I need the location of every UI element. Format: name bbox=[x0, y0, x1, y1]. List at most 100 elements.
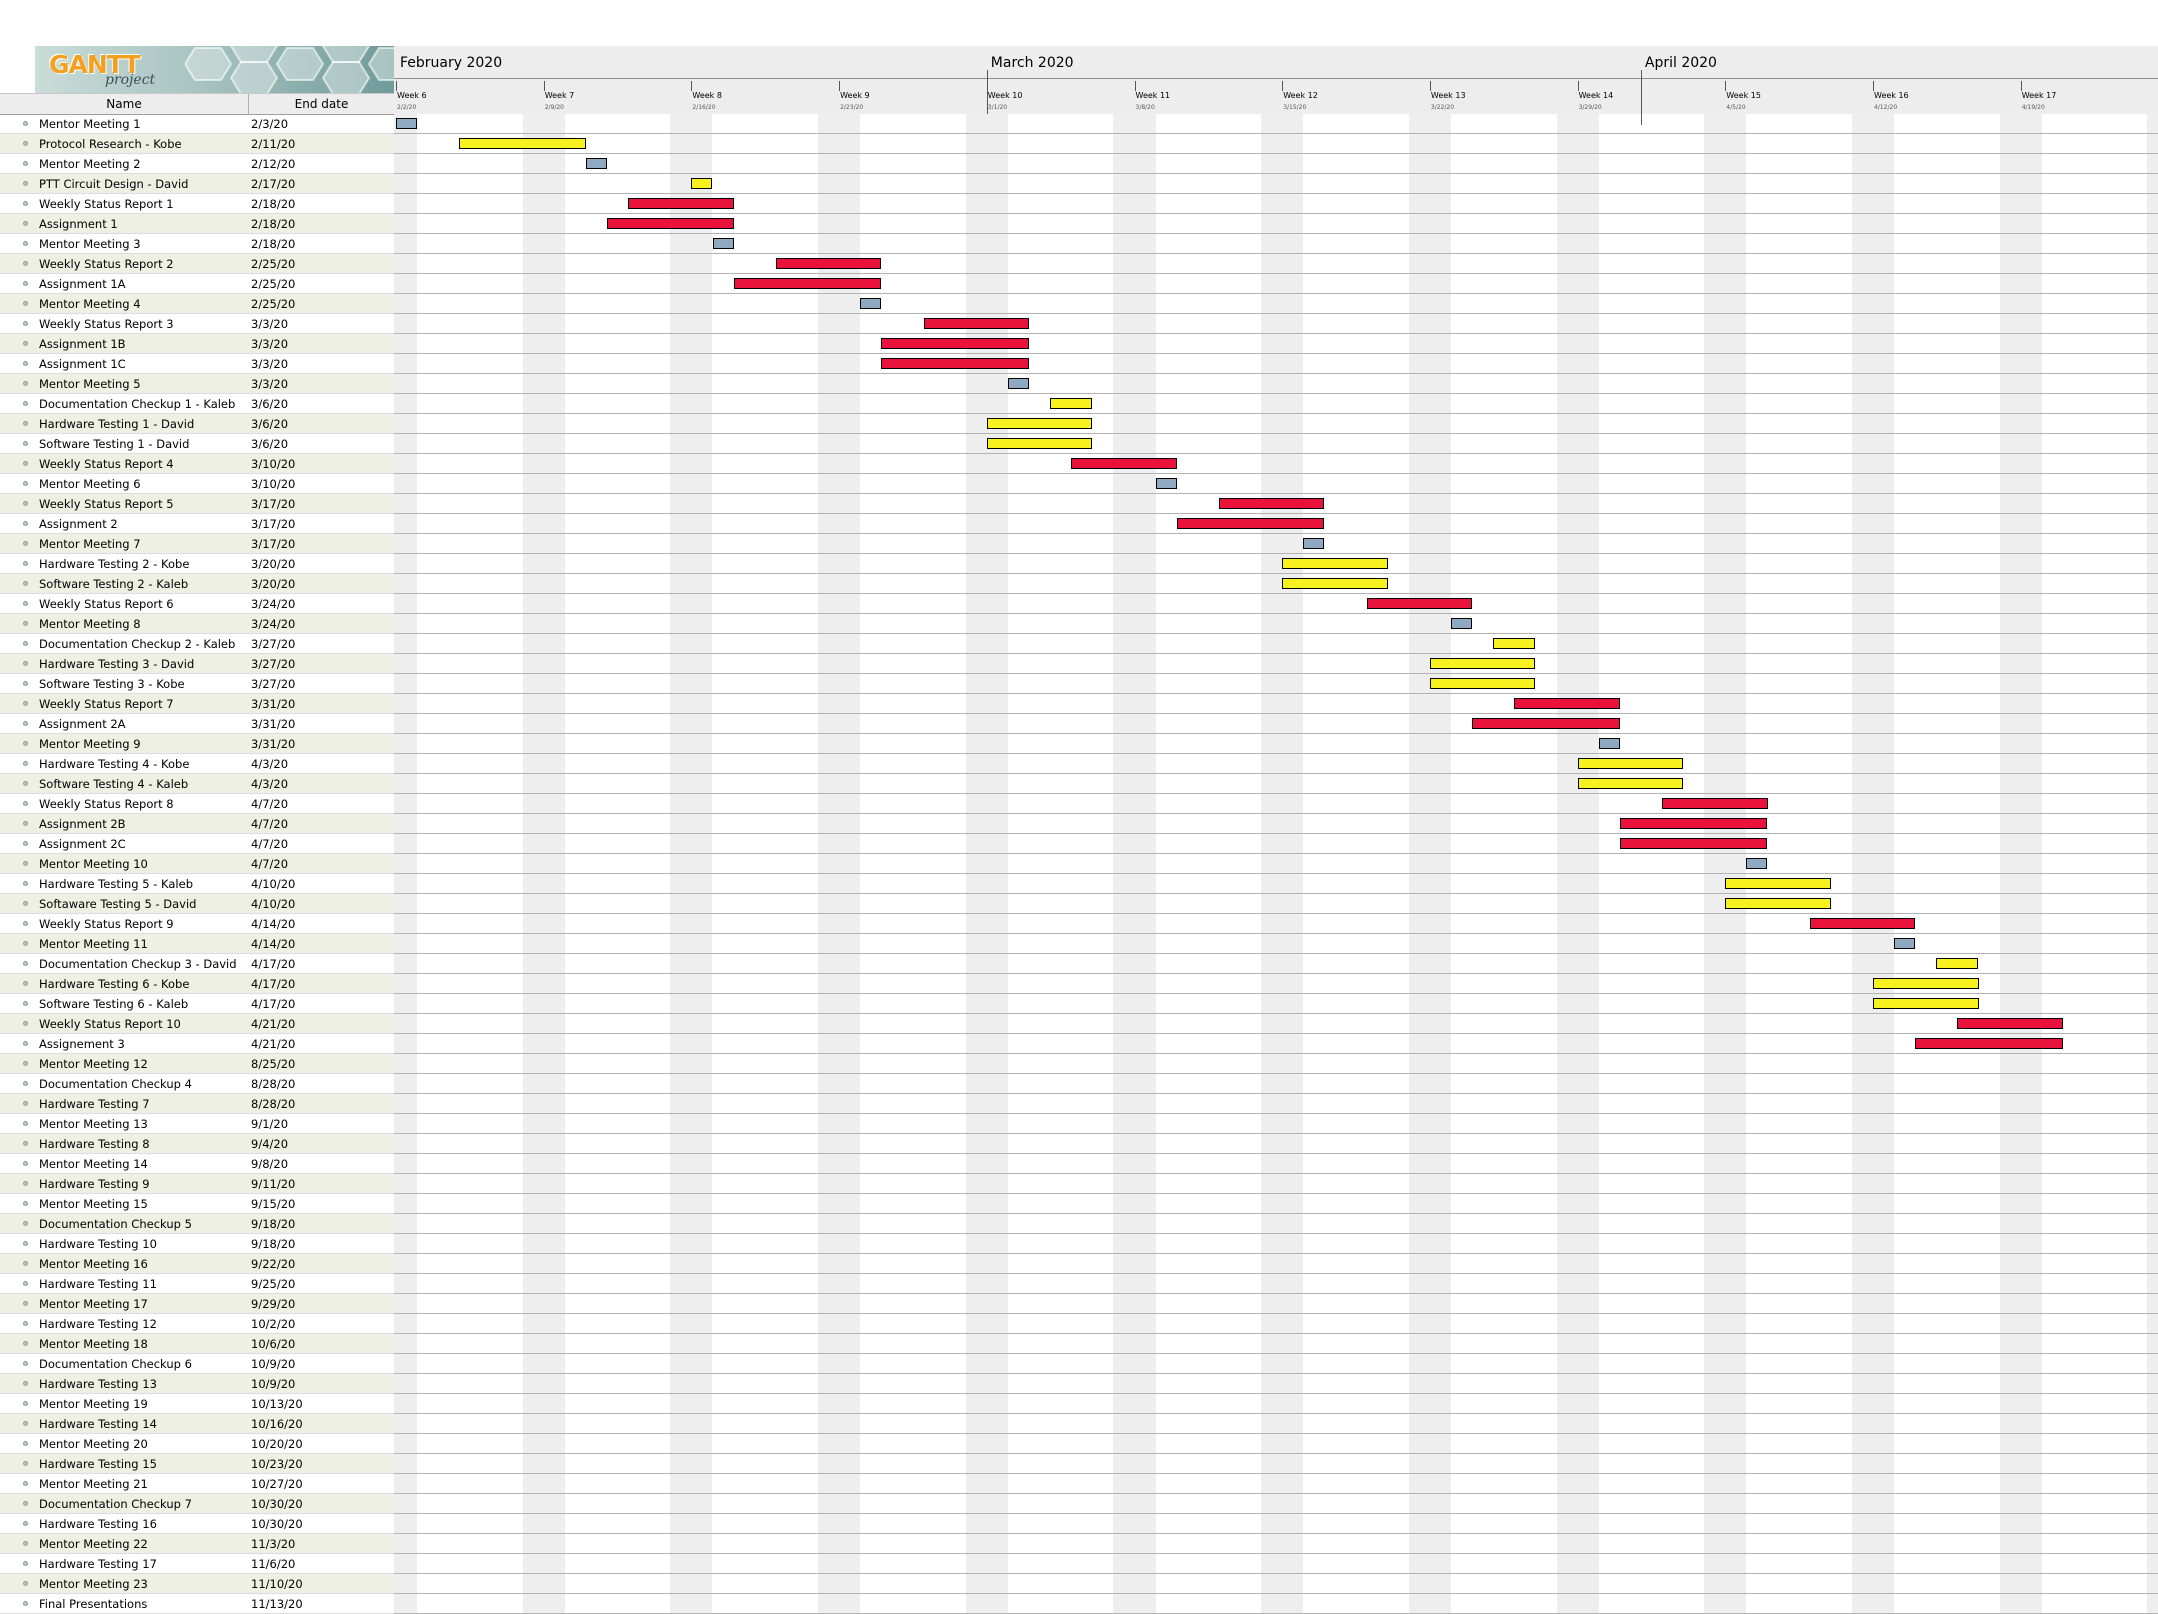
table-row[interactable]: Protocol Research - Kobe 2/11/20 bbox=[0, 134, 394, 154]
task-bar[interactable] bbox=[1577, 758, 1684, 769]
table-row[interactable]: Mentor Meeting 1 2/3/20 bbox=[0, 114, 394, 134]
task-bar[interactable] bbox=[1577, 778, 1684, 789]
task-bar[interactable] bbox=[1366, 598, 1473, 609]
table-row[interactable]: Mentor Meeting 14 9/8/20 bbox=[0, 1154, 394, 1174]
table-row[interactable]: Documentation Checkup 1 - Kaleb 3/6/20 bbox=[0, 394, 394, 414]
task-bar[interactable] bbox=[1071, 458, 1177, 469]
task-bar[interactable] bbox=[1725, 878, 1831, 889]
table-row[interactable]: Final Presentations 11/13/20 bbox=[0, 1594, 394, 1614]
task-bar[interactable] bbox=[1873, 978, 1979, 989]
table-row[interactable]: Weekly Status Report 2 2/25/20 bbox=[0, 254, 394, 274]
table-row[interactable]: Hardware Testing 6 - Kobe 4/17/20 bbox=[0, 974, 394, 994]
task-bar[interactable] bbox=[1050, 398, 1093, 409]
table-row[interactable]: Mentor Meeting 16 9/22/20 bbox=[0, 1254, 394, 1274]
table-row[interactable]: Mentor Meeting 3 2/18/20 bbox=[0, 234, 394, 254]
table-row[interactable]: Hardware Testing 5 - Kaleb 4/10/20 bbox=[0, 874, 394, 894]
task-bar[interactable] bbox=[1303, 538, 1325, 549]
task-bar[interactable] bbox=[712, 238, 734, 249]
table-row[interactable]: Hardware Testing 12 10/2/20 bbox=[0, 1314, 394, 1334]
table-row[interactable]: Hardware Testing 14 10/16/20 bbox=[0, 1414, 394, 1434]
table-row[interactable]: Mentor Meeting 21 10/27/20 bbox=[0, 1474, 394, 1494]
table-row[interactable]: Hardware Testing 9 9/11/20 bbox=[0, 1174, 394, 1194]
table-row[interactable]: Software Testing 2 - Kaleb 3/20/20 bbox=[0, 574, 394, 594]
task-bar[interactable] bbox=[1472, 718, 1620, 729]
task-bar[interactable] bbox=[881, 358, 1029, 369]
table-row[interactable]: Mentor Meeting 15 9/15/20 bbox=[0, 1194, 394, 1214]
table-row[interactable]: Weekly Status Report 4 3/10/20 bbox=[0, 454, 394, 474]
table-row[interactable]: Hardware Testing 2 - Kobe 3/20/20 bbox=[0, 554, 394, 574]
task-bar[interactable] bbox=[986, 438, 1093, 449]
task-bar[interactable] bbox=[1176, 518, 1325, 529]
task-bar[interactable] bbox=[691, 178, 713, 189]
table-row[interactable]: Mentor Meeting 17 9/29/20 bbox=[0, 1294, 394, 1314]
task-bar[interactable] bbox=[1429, 658, 1536, 669]
column-header-end-date[interactable]: End date bbox=[294, 97, 349, 111]
table-row[interactable]: Software Testing 3 - Kobe 3/27/20 bbox=[0, 674, 394, 694]
table-row[interactable]: Software Testing 6 - Kaleb 4/17/20 bbox=[0, 994, 394, 1014]
table-row[interactable]: Mentor Meeting 22 11/3/20 bbox=[0, 1534, 394, 1554]
table-row[interactable]: Mentor Meeting 6 3/10/20 bbox=[0, 474, 394, 494]
table-row[interactable]: Assignement 3 4/21/20 bbox=[0, 1034, 394, 1054]
task-bar[interactable] bbox=[628, 198, 734, 209]
table-row[interactable]: Assignment 1B 3/3/20 bbox=[0, 334, 394, 354]
table-row[interactable]: Assignment 1C 3/3/20 bbox=[0, 354, 394, 374]
task-bar[interactable] bbox=[607, 218, 734, 229]
task-bar[interactable] bbox=[1429, 678, 1536, 689]
table-row[interactable]: Hardware Testing 10 9/18/20 bbox=[0, 1234, 394, 1254]
table-row[interactable]: Assignment 2B 4/7/20 bbox=[0, 814, 394, 834]
task-bar[interactable] bbox=[459, 138, 586, 149]
task-bar[interactable] bbox=[1662, 798, 1768, 809]
task-bar[interactable] bbox=[1936, 958, 1979, 969]
table-row[interactable]: Softaware Testing 5 - David 4/10/20 bbox=[0, 894, 394, 914]
task-bar[interactable] bbox=[923, 318, 1029, 329]
table-row[interactable]: Hardware Testing 1 - David 3/6/20 bbox=[0, 414, 394, 434]
table-row[interactable]: Weekly Status Report 7 3/31/20 bbox=[0, 694, 394, 714]
task-bar[interactable] bbox=[733, 278, 882, 289]
table-row[interactable]: Weekly Status Report 9 4/14/20 bbox=[0, 914, 394, 934]
task-bar[interactable] bbox=[1725, 898, 1831, 909]
task-bar[interactable] bbox=[1451, 618, 1473, 629]
table-row[interactable]: Documentation Checkup 2 - Kaleb 3/27/20 bbox=[0, 634, 394, 654]
task-bar[interactable] bbox=[881, 338, 1029, 349]
table-row[interactable]: Documentation Checkup 5 9/18/20 bbox=[0, 1214, 394, 1234]
table-row[interactable]: Assignment 1A 2/25/20 bbox=[0, 274, 394, 294]
task-bar[interactable] bbox=[1218, 498, 1325, 509]
table-row[interactable]: Mentor Meeting 12 8/25/20 bbox=[0, 1054, 394, 1074]
table-row[interactable]: Hardware Testing 13 10/9/20 bbox=[0, 1374, 394, 1394]
task-bar[interactable] bbox=[1809, 918, 1916, 929]
table-row[interactable]: Mentor Meeting 20 10/20/20 bbox=[0, 1434, 394, 1454]
task-bar[interactable] bbox=[1007, 378, 1029, 389]
task-bar[interactable] bbox=[1619, 818, 1768, 829]
table-row[interactable]: Mentor Meeting 4 2/25/20 bbox=[0, 294, 394, 314]
table-row[interactable]: Documentation Checkup 7 10/30/20 bbox=[0, 1494, 394, 1514]
table-row[interactable]: Weekly Status Report 6 3/24/20 bbox=[0, 594, 394, 614]
table-row[interactable]: Hardware Testing 4 - Kobe 4/3/20 bbox=[0, 754, 394, 774]
table-row[interactable]: Assignment 2C 4/7/20 bbox=[0, 834, 394, 854]
table-row[interactable]: Software Testing 1 - David 3/6/20 bbox=[0, 434, 394, 454]
task-bar[interactable] bbox=[1598, 738, 1620, 749]
table-row[interactable]: Hardware Testing 17 11/6/20 bbox=[0, 1554, 394, 1574]
table-row[interactable]: Weekly Status Report 8 4/7/20 bbox=[0, 794, 394, 814]
table-row[interactable]: Hardware Testing 3 - David 3/27/20 bbox=[0, 654, 394, 674]
table-row[interactable]: Mentor Meeting 19 10/13/20 bbox=[0, 1394, 394, 1414]
task-bar[interactable] bbox=[1514, 698, 1620, 709]
task-bar[interactable] bbox=[1282, 558, 1388, 569]
table-row[interactable]: Mentor Meeting 23 11/10/20 bbox=[0, 1574, 394, 1594]
table-row[interactable]: Hardware Testing 11 9/25/20 bbox=[0, 1274, 394, 1294]
table-row[interactable]: Mentor Meeting 11 4/14/20 bbox=[0, 934, 394, 954]
task-bar[interactable] bbox=[1915, 1038, 2063, 1049]
table-row[interactable]: Weekly Status Report 10 4/21/20 bbox=[0, 1014, 394, 1034]
table-row[interactable]: Mentor Meeting 9 3/31/20 bbox=[0, 734, 394, 754]
task-bar[interactable] bbox=[775, 258, 882, 269]
task-bar[interactable] bbox=[1894, 938, 1916, 949]
table-row[interactable]: Software Testing 4 - Kaleb 4/3/20 bbox=[0, 774, 394, 794]
table-row[interactable]: Weekly Status Report 3 3/3/20 bbox=[0, 314, 394, 334]
table-row[interactable]: Mentor Meeting 13 9/1/20 bbox=[0, 1114, 394, 1134]
task-bar[interactable] bbox=[1619, 838, 1768, 849]
table-row[interactable]: Assignment 2A 3/31/20 bbox=[0, 714, 394, 734]
table-row[interactable]: Mentor Meeting 18 10/6/20 bbox=[0, 1334, 394, 1354]
table-row[interactable]: Mentor Meeting 8 3/24/20 bbox=[0, 614, 394, 634]
task-bar[interactable] bbox=[396, 118, 418, 129]
table-row[interactable]: Documentation Checkup 4 8/28/20 bbox=[0, 1074, 394, 1094]
task-bar[interactable] bbox=[1282, 578, 1388, 589]
